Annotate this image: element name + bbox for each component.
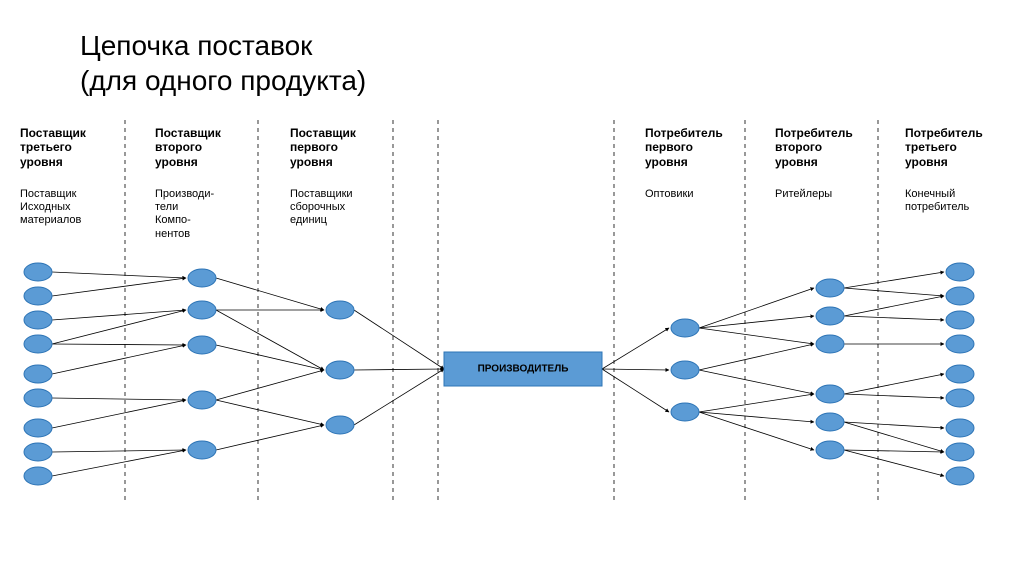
flow-edge	[216, 310, 324, 370]
flow-edge	[52, 345, 186, 374]
flow-edge	[216, 345, 324, 370]
supply-node	[24, 443, 52, 461]
supply-node	[188, 441, 216, 459]
flow-edge	[844, 288, 944, 296]
supply-node	[816, 413, 844, 431]
flow-edge	[602, 369, 669, 370]
supply-node	[946, 263, 974, 281]
flow-edge	[216, 425, 324, 450]
flow-edge	[844, 394, 944, 398]
supply-node	[326, 361, 354, 379]
supply-node	[188, 336, 216, 354]
supply-node	[816, 441, 844, 459]
supply-node	[816, 307, 844, 325]
flow-edge	[699, 370, 814, 394]
supply-node	[24, 311, 52, 329]
supply-chain-diagram: ПРОИЗВОДИТЕЛЬ	[0, 0, 1024, 574]
supply-node	[188, 301, 216, 319]
supply-node	[24, 287, 52, 305]
supply-node	[24, 365, 52, 383]
flow-edge	[354, 369, 444, 425]
supply-node	[24, 419, 52, 437]
flow-edge	[216, 278, 324, 310]
supply-node	[671, 361, 699, 379]
flow-edge	[844, 272, 944, 288]
flow-edge	[354, 310, 444, 369]
flow-edge	[216, 400, 324, 425]
flow-edge	[216, 370, 324, 400]
supply-node	[188, 269, 216, 287]
flow-edge	[52, 344, 186, 345]
supply-node	[946, 335, 974, 353]
supply-node	[671, 319, 699, 337]
flow-edge	[52, 450, 186, 452]
supply-node	[188, 391, 216, 409]
flow-edge	[844, 422, 944, 428]
supply-node	[946, 467, 974, 485]
supply-node	[946, 287, 974, 305]
supply-node	[24, 263, 52, 281]
producer-label: ПРОИЗВОДИТЕЛЬ	[478, 364, 569, 375]
flow-edge	[699, 394, 814, 412]
flow-edge	[699, 412, 814, 422]
supply-node	[816, 385, 844, 403]
flow-edge	[52, 272, 186, 278]
flow-edge	[52, 398, 186, 400]
flow-edge	[602, 328, 669, 369]
flow-edge	[844, 374, 944, 394]
flow-edge	[844, 450, 944, 452]
supply-node	[24, 389, 52, 407]
supply-node	[946, 311, 974, 329]
supply-node	[326, 301, 354, 319]
supply-node	[326, 416, 354, 434]
supply-node	[24, 335, 52, 353]
supply-node	[816, 335, 844, 353]
flow-edge	[354, 369, 444, 370]
supply-node	[946, 389, 974, 407]
flow-edge	[699, 412, 814, 450]
flow-edge	[52, 450, 186, 476]
flow-edge	[52, 278, 186, 296]
flow-edge	[844, 422, 944, 452]
flow-edge	[602, 369, 669, 412]
flow-edge	[844, 316, 944, 320]
flow-edge	[844, 450, 944, 476]
supply-node	[24, 467, 52, 485]
supply-node	[946, 365, 974, 383]
flow-edge	[699, 328, 814, 344]
supply-node	[671, 403, 699, 421]
supply-node	[816, 279, 844, 297]
supply-node	[946, 419, 974, 437]
flow-edge	[52, 400, 186, 428]
flow-edge	[844, 296, 944, 316]
flow-edge	[699, 344, 814, 370]
producer-group: ПРОИЗВОДИТЕЛЬ	[444, 352, 602, 386]
supply-node	[946, 443, 974, 461]
